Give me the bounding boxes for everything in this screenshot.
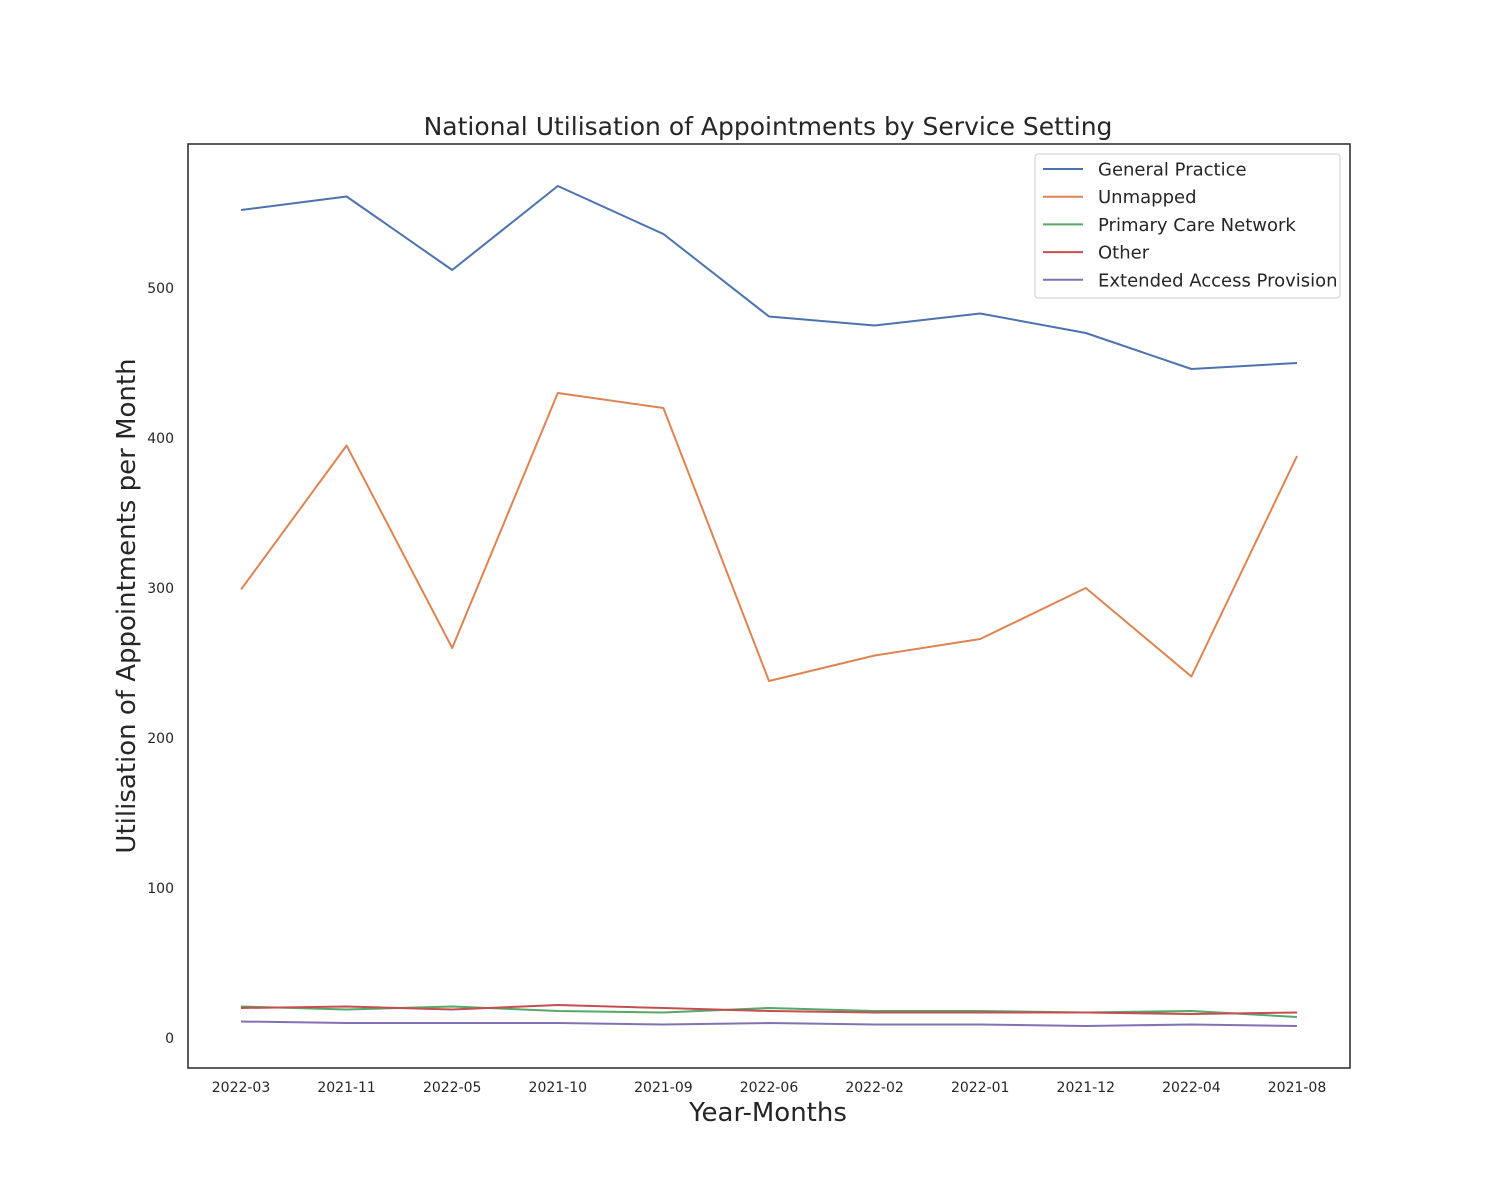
legend-entry: General Practice [1098, 160, 1247, 181]
y-axis-label: Utilisation of Appointments per Month [112, 358, 142, 853]
x-tick-label: 2021-09 [634, 1080, 693, 1096]
y-tick-label: 100 [147, 881, 174, 897]
x-tick-label: 2022-06 [740, 1080, 799, 1096]
series-layer [240, 185, 1298, 1027]
series-line-extended-access-provision [240, 1020, 1298, 1027]
series-line-other [240, 1004, 1298, 1015]
x-axis-ticks: 2022-03 2021-11 2022-05 2021-10 2021-09 2022-… [212, 1080, 1327, 1096]
x-tick-label: 2021-08 [1268, 1080, 1327, 1096]
y-tick-label: 0 [165, 1031, 174, 1047]
y-axis-ticks: 0 100 200 300 400 500 [147, 281, 174, 1047]
x-tick-label: 2022-02 [845, 1080, 904, 1096]
x-tick-label: 2021-11 [317, 1080, 376, 1096]
legend-entry: Extended Access Provision [1098, 270, 1338, 291]
x-tick-label: 2022-04 [1162, 1080, 1221, 1096]
x-axis-label: Year-Months [688, 1098, 847, 1128]
legend-box [1034, 153, 1341, 299]
legend-entry: Unmapped [1098, 187, 1197, 208]
plot-frame [187, 143, 1351, 1069]
chart-title: National Utilisation of Appointments by … [424, 112, 1113, 141]
y-tick-label: 300 [147, 581, 174, 597]
x-tick-label: 2022-01 [951, 1080, 1010, 1096]
x-tick-label: 2021-12 [1057, 1080, 1116, 1096]
legend: General Practice Unmapped Primary Care Net… [1034, 153, 1341, 299]
series-line-general-practice [240, 185, 1298, 370]
y-tick-label: 400 [147, 431, 174, 447]
y-tick-label: 500 [147, 281, 174, 297]
x-tick-label: 2022-03 [212, 1080, 271, 1096]
y-tick-label: 200 [147, 731, 174, 747]
legend-entry: Primary Care Network [1098, 215, 1296, 236]
legend-entry: Other [1098, 243, 1150, 264]
x-tick-label: 2021-10 [529, 1080, 588, 1096]
x-tick-label: 2022-05 [423, 1080, 482, 1096]
series-line-unmapped [240, 392, 1298, 682]
